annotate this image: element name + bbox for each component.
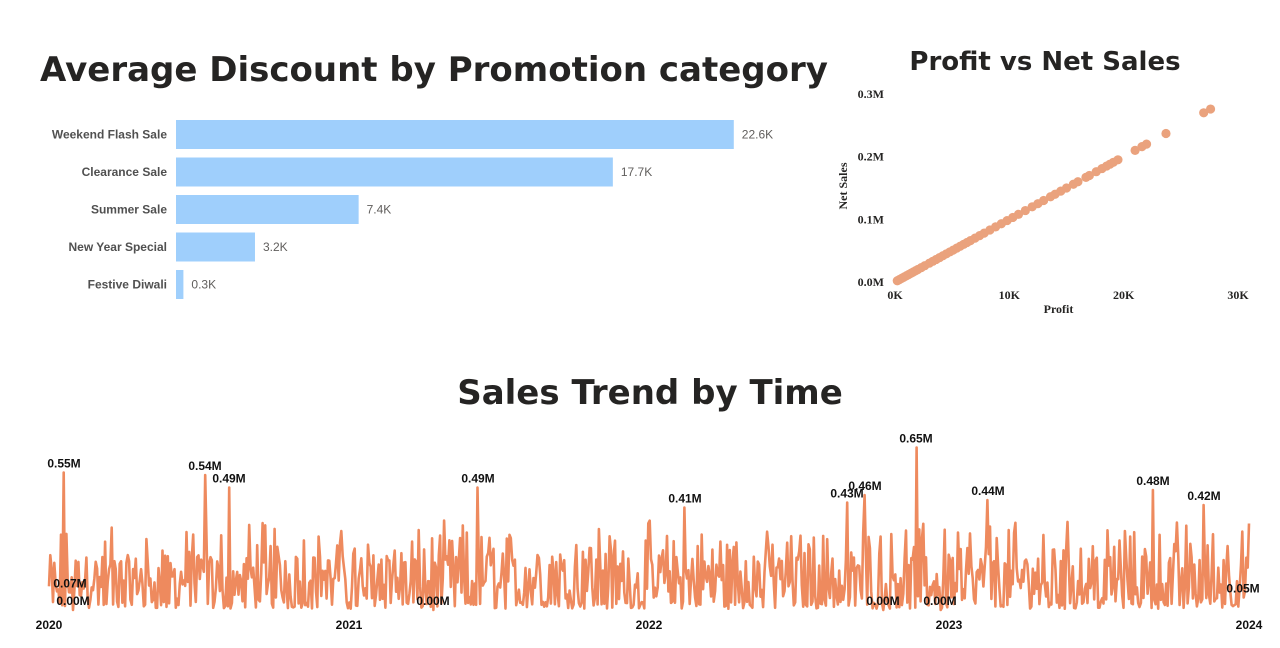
x-tick-label: 2022 (636, 618, 663, 632)
scatter-point[interactable] (1113, 155, 1123, 165)
bar[interactable] (176, 120, 734, 149)
line-data-label: 0.41M (668, 492, 701, 506)
bar[interactable] (176, 270, 184, 299)
bar-category-label: Weekend Flash Sale (52, 128, 167, 142)
line-data-label: 0.00M (416, 594, 449, 608)
line-data-label: 0.46M (848, 479, 881, 493)
bar[interactable] (176, 195, 359, 224)
bar-category-label: New Year Special (68, 240, 167, 254)
y-axis-title: Net Sales (836, 162, 850, 209)
scatter-point[interactable] (1073, 177, 1083, 187)
line-data-label: 0.55M (47, 457, 80, 471)
bar-data-label: 22.6K (742, 128, 773, 142)
x-tick-label: 0K (887, 288, 903, 302)
line-data-label: 0.54M (188, 459, 221, 473)
scatter-chart: 0.0M 0.1M 0.2M 0.3M 0K 10K 20K 30K Profit Net Sal… (836, 87, 1249, 316)
line-data-label: 0.00M (56, 594, 89, 608)
scatter-point[interactable] (1161, 128, 1171, 139)
scatter-point[interactable] (1084, 170, 1094, 181)
scatter-point[interactable] (1130, 145, 1140, 155)
line-data-label: 0.44M (971, 484, 1004, 498)
bar-chart-title: Average Discount by Promotion category (40, 50, 828, 90)
x-tick-label: 2021 (336, 618, 363, 632)
scatter-point[interactable] (1199, 108, 1209, 118)
y-tick-label: 0.2M (858, 150, 884, 164)
line-data-label: 0.49M (461, 472, 494, 486)
line-data-label: 0.07M (53, 577, 86, 591)
x-tick-label: 2023 (936, 618, 963, 632)
line-data-label: 0.43M (830, 487, 863, 501)
bar-data-label: 17.7K (621, 165, 652, 179)
bar-chart: Weekend Flash Sale 22.6K Clearance Sale 17.… (52, 120, 773, 299)
line-data-label: 0.00M (923, 594, 956, 608)
bar-category-label: Clearance Sale (82, 165, 168, 179)
line-chart-title: Sales Trend by Time (457, 373, 843, 413)
bar-data-label: 0.3K (191, 278, 216, 292)
y-tick-label: 0.1M (858, 212, 884, 226)
line-data-label: 0.49M (212, 472, 245, 486)
scatter-point[interactable] (1061, 183, 1072, 193)
x-tick-label: 10K (999, 288, 1021, 302)
scatter-point[interactable] (1141, 139, 1152, 149)
scatter-point[interactable] (1205, 104, 1216, 114)
line-data-label: 0.48M (1136, 474, 1169, 488)
line-data-label: 0.05M (1226, 582, 1259, 596)
line-data-label: 0.42M (1187, 489, 1220, 503)
x-tick-label: 2020 (36, 618, 63, 632)
x-tick-label: 20K (1113, 288, 1135, 302)
scatter-point[interactable] (1020, 205, 1030, 216)
bar[interactable] (176, 157, 613, 187)
bar-category-label: Festive Diwali (88, 278, 167, 292)
y-tick-label: 0.0M (858, 275, 884, 289)
bar-data-label: 7.4K (367, 203, 392, 217)
x-tick-label: 30K (1227, 288, 1249, 302)
x-axis-title: Profit (1044, 302, 1074, 316)
line-data-label: 0.65M (899, 432, 932, 446)
bar-category-label: Summer Sale (91, 203, 167, 217)
scatter-point[interactable] (1039, 195, 1049, 206)
scatter-chart-title: Profit vs Net Sales (909, 47, 1181, 77)
x-tick-label: 2024 (1236, 618, 1263, 632)
sales-trend-line[interactable] (47, 446, 1251, 612)
scatter-point[interactable] (1013, 209, 1024, 219)
line-data-label: 0.00M (866, 594, 899, 608)
y-tick-label: 0.3M (858, 87, 884, 101)
bar-data-label: 3.2K (263, 240, 288, 254)
line-chart: 0.55M0.07M0.00M0.54M0.49M0.00M0.49M0.41M… (36, 432, 1263, 633)
bar[interactable] (176, 232, 255, 262)
